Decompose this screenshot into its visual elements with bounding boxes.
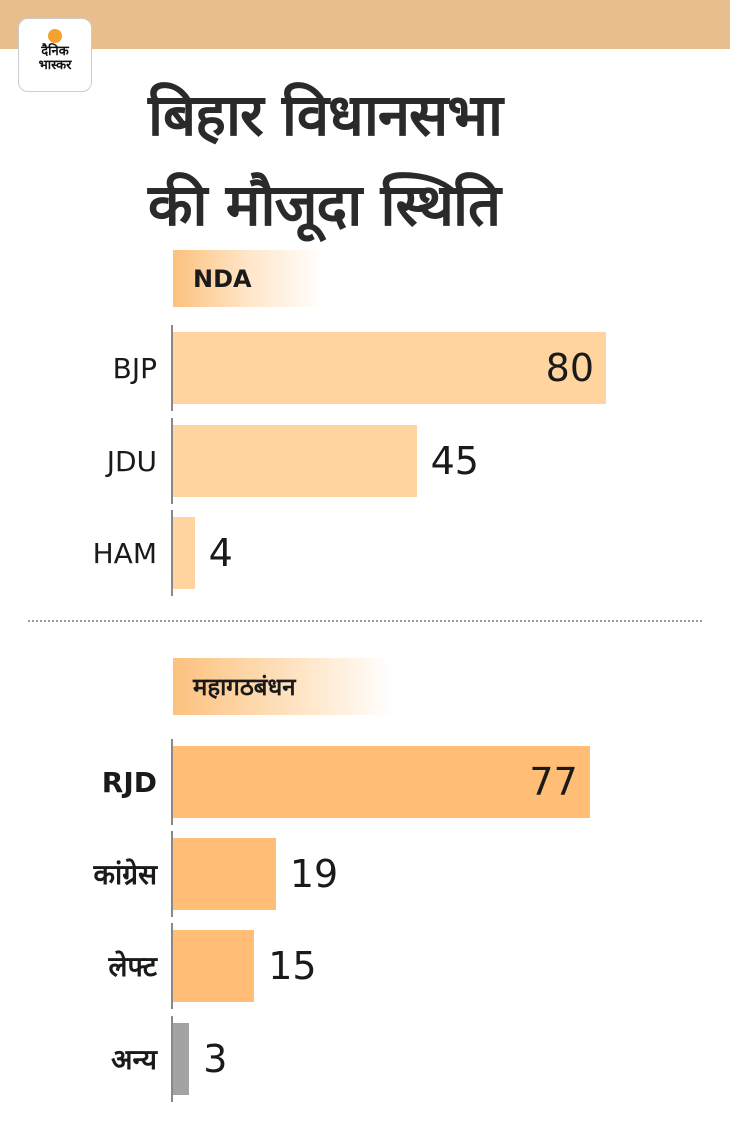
value-label: 3 bbox=[203, 1037, 228, 1081]
axis-line bbox=[171, 418, 173, 504]
axis-line bbox=[171, 831, 173, 917]
group-divider bbox=[28, 620, 702, 622]
bar bbox=[173, 930, 255, 1002]
axis-line bbox=[171, 739, 173, 825]
bar-row: लेफ्ट 15 bbox=[0, 923, 730, 1009]
bar-row: अन्य 3 bbox=[0, 1016, 730, 1102]
bar-label: कांग्रेस bbox=[93, 858, 157, 891]
value-label: 77 bbox=[529, 760, 578, 804]
bar-label: लेफ्ट bbox=[108, 950, 157, 983]
bar-label: BJP bbox=[112, 351, 157, 385]
dainik-bhaskar-logo: दैनिक भास्कर bbox=[18, 18, 92, 92]
bar bbox=[173, 332, 606, 404]
bar-label: RJD bbox=[101, 765, 157, 799]
top-band bbox=[0, 0, 730, 49]
bar-label: HAM bbox=[92, 536, 157, 570]
bar-row: RJD 77 bbox=[0, 739, 730, 825]
axis-line bbox=[171, 325, 173, 411]
bar-row: JDU 45 bbox=[0, 418, 730, 504]
bar bbox=[173, 746, 590, 818]
chart-title: बिहार विधानसभा की मौजूदा स्थिति bbox=[148, 70, 503, 250]
axis-line bbox=[171, 923, 173, 1009]
bar bbox=[173, 425, 417, 497]
axis-line bbox=[171, 510, 173, 596]
axis-line bbox=[171, 1016, 173, 1102]
bar bbox=[173, 838, 276, 910]
sun-icon bbox=[48, 29, 62, 43]
bar bbox=[173, 517, 195, 589]
value-label: 45 bbox=[430, 439, 479, 483]
bar bbox=[173, 1023, 189, 1095]
bar-label: JDU bbox=[106, 444, 157, 478]
title-line2: की मौजूदा स्थिति bbox=[148, 171, 501, 239]
value-label: 19 bbox=[289, 852, 339, 896]
group-header-nda: NDA bbox=[173, 250, 323, 307]
bar-row: HAM 4 bbox=[0, 510, 730, 596]
bar-row: कांग्रेस 19 bbox=[0, 831, 730, 917]
bar-label: अन्य bbox=[111, 1043, 157, 1076]
title-line1: बिहार विधानसभा bbox=[148, 81, 503, 149]
group-header-mahagathbandhan: महागठबंधन bbox=[173, 658, 393, 715]
value-label: 15 bbox=[268, 944, 317, 988]
logo-line2: भास्कर bbox=[38, 58, 72, 73]
value-label: 80 bbox=[545, 346, 594, 390]
logo-line1: दैनिक bbox=[41, 44, 69, 59]
bar-row: BJP 80 bbox=[0, 325, 730, 411]
value-label: 4 bbox=[208, 531, 233, 575]
